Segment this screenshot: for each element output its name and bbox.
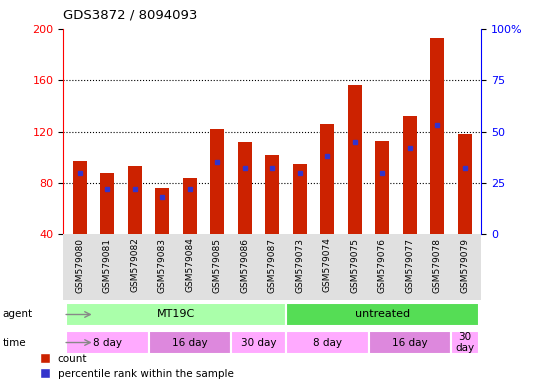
Bar <box>63 234 481 300</box>
Bar <box>458 134 472 234</box>
Bar <box>348 85 362 234</box>
FancyBboxPatch shape <box>286 331 368 354</box>
Text: GSM579078: GSM579078 <box>433 237 442 293</box>
FancyBboxPatch shape <box>451 331 478 354</box>
Text: GSM579086: GSM579086 <box>240 237 249 293</box>
Bar <box>210 129 224 234</box>
Text: GSM579080: GSM579080 <box>75 237 84 293</box>
Bar <box>155 188 169 234</box>
Bar <box>375 141 389 234</box>
FancyBboxPatch shape <box>66 331 148 354</box>
Text: GSM579081: GSM579081 <box>103 237 112 293</box>
Bar <box>320 124 334 234</box>
Text: GSM579085: GSM579085 <box>213 237 222 293</box>
Text: GSM579084: GSM579084 <box>185 237 194 292</box>
Text: GDS3872 / 8094093: GDS3872 / 8094093 <box>63 8 197 21</box>
Text: 8 day: 8 day <box>93 338 122 348</box>
Text: GSM579083: GSM579083 <box>158 237 167 293</box>
Text: GSM579087: GSM579087 <box>268 237 277 293</box>
Bar <box>403 116 417 234</box>
Text: GSM579073: GSM579073 <box>295 237 304 293</box>
Text: GSM579074: GSM579074 <box>323 237 332 292</box>
FancyBboxPatch shape <box>368 331 451 354</box>
FancyBboxPatch shape <box>286 303 478 326</box>
Text: GSM579075: GSM579075 <box>350 237 359 293</box>
Bar <box>183 178 197 234</box>
Text: 30 day: 30 day <box>241 338 276 348</box>
Text: agent: agent <box>3 310 33 319</box>
Text: MT19C: MT19C <box>157 310 195 319</box>
Text: GSM579079: GSM579079 <box>460 237 469 293</box>
Bar <box>73 161 87 234</box>
Text: GSM579076: GSM579076 <box>378 237 387 293</box>
Text: 16 day: 16 day <box>392 338 427 348</box>
Bar <box>293 164 307 234</box>
Text: GSM579082: GSM579082 <box>130 237 139 292</box>
FancyBboxPatch shape <box>231 331 286 354</box>
Text: 30
day: 30 day <box>455 332 474 353</box>
Bar <box>265 155 279 234</box>
Bar <box>128 166 142 234</box>
Text: 16 day: 16 day <box>172 338 207 348</box>
FancyBboxPatch shape <box>148 331 231 354</box>
Text: 8 day: 8 day <box>313 338 342 348</box>
FancyBboxPatch shape <box>66 303 286 326</box>
Bar <box>238 142 252 234</box>
Text: GSM579077: GSM579077 <box>405 237 414 293</box>
Legend: count, percentile rank within the sample: count, percentile rank within the sample <box>41 354 234 379</box>
Bar <box>100 173 114 234</box>
Text: time: time <box>3 338 26 348</box>
Text: untreated: untreated <box>355 310 410 319</box>
Bar <box>430 38 444 234</box>
